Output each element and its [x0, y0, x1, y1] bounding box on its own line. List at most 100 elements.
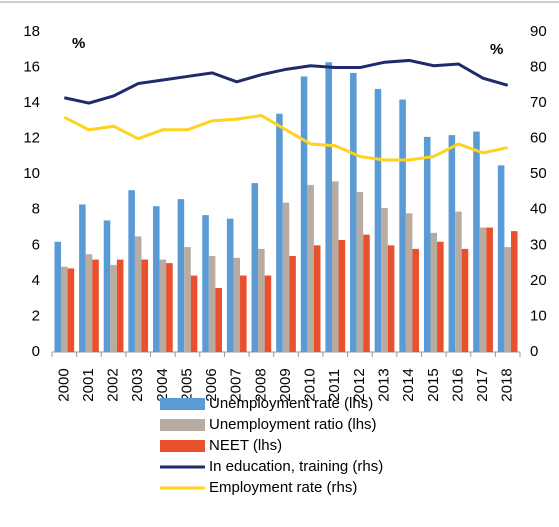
legend-label: In education, training (rhs): [209, 458, 383, 475]
bar: [381, 208, 388, 352]
y2-tick-label: 80: [530, 59, 547, 76]
y2-tick-label: 0: [530, 343, 538, 360]
bar: [240, 275, 247, 352]
bar: [325, 62, 332, 352]
bar: [313, 245, 321, 352]
bar: [103, 220, 111, 352]
x-tick-label: 2007: [228, 368, 245, 401]
bar: [134, 236, 142, 352]
bar: [208, 256, 216, 352]
x-tick-label: 2017: [474, 368, 491, 401]
bar: [184, 247, 191, 352]
bar: [159, 259, 167, 352]
bar: [264, 275, 272, 352]
x-tick-label: 2000: [55, 368, 72, 401]
y2-tick-label: 10: [530, 307, 547, 324]
bar: [374, 88, 382, 352]
bar: [85, 254, 93, 352]
x-tick-label: 2004: [154, 368, 171, 401]
x-tick-label: 2003: [129, 368, 146, 401]
bar: [331, 181, 339, 352]
x-tick-label: 2008: [252, 368, 269, 401]
bar: [430, 232, 438, 352]
bar: [461, 248, 469, 352]
bar: [356, 192, 364, 352]
x-tick-label: 2006: [203, 368, 220, 401]
y2-tick-label: 20: [530, 272, 547, 289]
bar: [504, 247, 511, 352]
bar: [510, 231, 518, 352]
bar: [177, 199, 185, 352]
x-tick-label: 2015: [425, 368, 442, 401]
y-tick-label: 18: [23, 23, 40, 40]
y-tick-label: 8: [32, 201, 40, 218]
y2-tick-label: 70: [530, 94, 547, 111]
bar: [67, 268, 75, 352]
bar: [448, 135, 456, 352]
bar: [405, 213, 413, 352]
x-tick-label: 2014: [400, 368, 417, 401]
bar: [152, 206, 160, 352]
bar: [110, 264, 117, 352]
bar: [300, 76, 308, 352]
line: [63, 113, 509, 162]
y-tick-label: 2: [32, 307, 40, 324]
bar: [190, 275, 198, 352]
y2-tick-label: 30: [530, 236, 547, 253]
y-tick-label: 6: [32, 236, 40, 253]
bar: [141, 259, 149, 352]
annotation: %: [490, 41, 503, 58]
x-tick-label: 2018: [499, 368, 516, 401]
x-tick-label: 2012: [351, 368, 368, 401]
bar: [497, 165, 505, 352]
bar: [166, 263, 173, 352]
legend-label: Unemployment rate (lhs): [209, 395, 373, 412]
y-tick-label: 14: [23, 94, 40, 111]
bar: [387, 245, 395, 352]
bar: [473, 131, 480, 352]
bar: [455, 211, 462, 352]
bar: [233, 257, 241, 352]
legend-label: Unemployment ratio (lhs): [209, 416, 377, 433]
annotation: %: [72, 35, 85, 52]
bar: [92, 259, 99, 352]
x-tick-label: 2013: [375, 368, 392, 401]
bar: [128, 190, 135, 352]
bar: [412, 248, 420, 352]
bar: [251, 183, 259, 352]
y2-tick-label: 90: [530, 23, 547, 40]
legend-label: NEET (lhs): [209, 437, 282, 454]
y-tick-label: 16: [23, 59, 40, 76]
bar: [61, 266, 68, 352]
legend-swatch: [160, 419, 205, 431]
x-tick-label: 2002: [105, 368, 122, 401]
bar: [226, 218, 234, 352]
x-tick-label: 2001: [80, 368, 97, 401]
y2-tick-label: 50: [530, 165, 547, 182]
bar: [289, 256, 296, 352]
x-tick-label: 2009: [277, 368, 294, 401]
bar: [423, 136, 431, 352]
line: [63, 58, 509, 105]
bar: [363, 234, 370, 352]
legend-swatch: [160, 440, 205, 452]
bar: [215, 288, 222, 352]
x-tick-label: 2010: [302, 368, 319, 401]
bar: [258, 248, 265, 352]
bar: [307, 184, 314, 352]
bar: [486, 227, 493, 352]
bar: [116, 259, 124, 352]
x-tick-label: 2016: [449, 368, 466, 401]
x-tick-label: 2005: [178, 368, 195, 401]
bar: [437, 241, 444, 352]
bar: [479, 227, 487, 352]
bar: [54, 241, 62, 352]
y2-tick-label: 60: [530, 130, 547, 147]
bar: [399, 99, 406, 352]
y-tick-label: 0: [32, 343, 40, 360]
y-tick-label: 4: [32, 272, 40, 289]
x-tick-label: 2011: [326, 369, 343, 401]
bar: [202, 215, 209, 352]
bar: [79, 204, 86, 352]
y2-tick-label: 40: [530, 201, 547, 218]
